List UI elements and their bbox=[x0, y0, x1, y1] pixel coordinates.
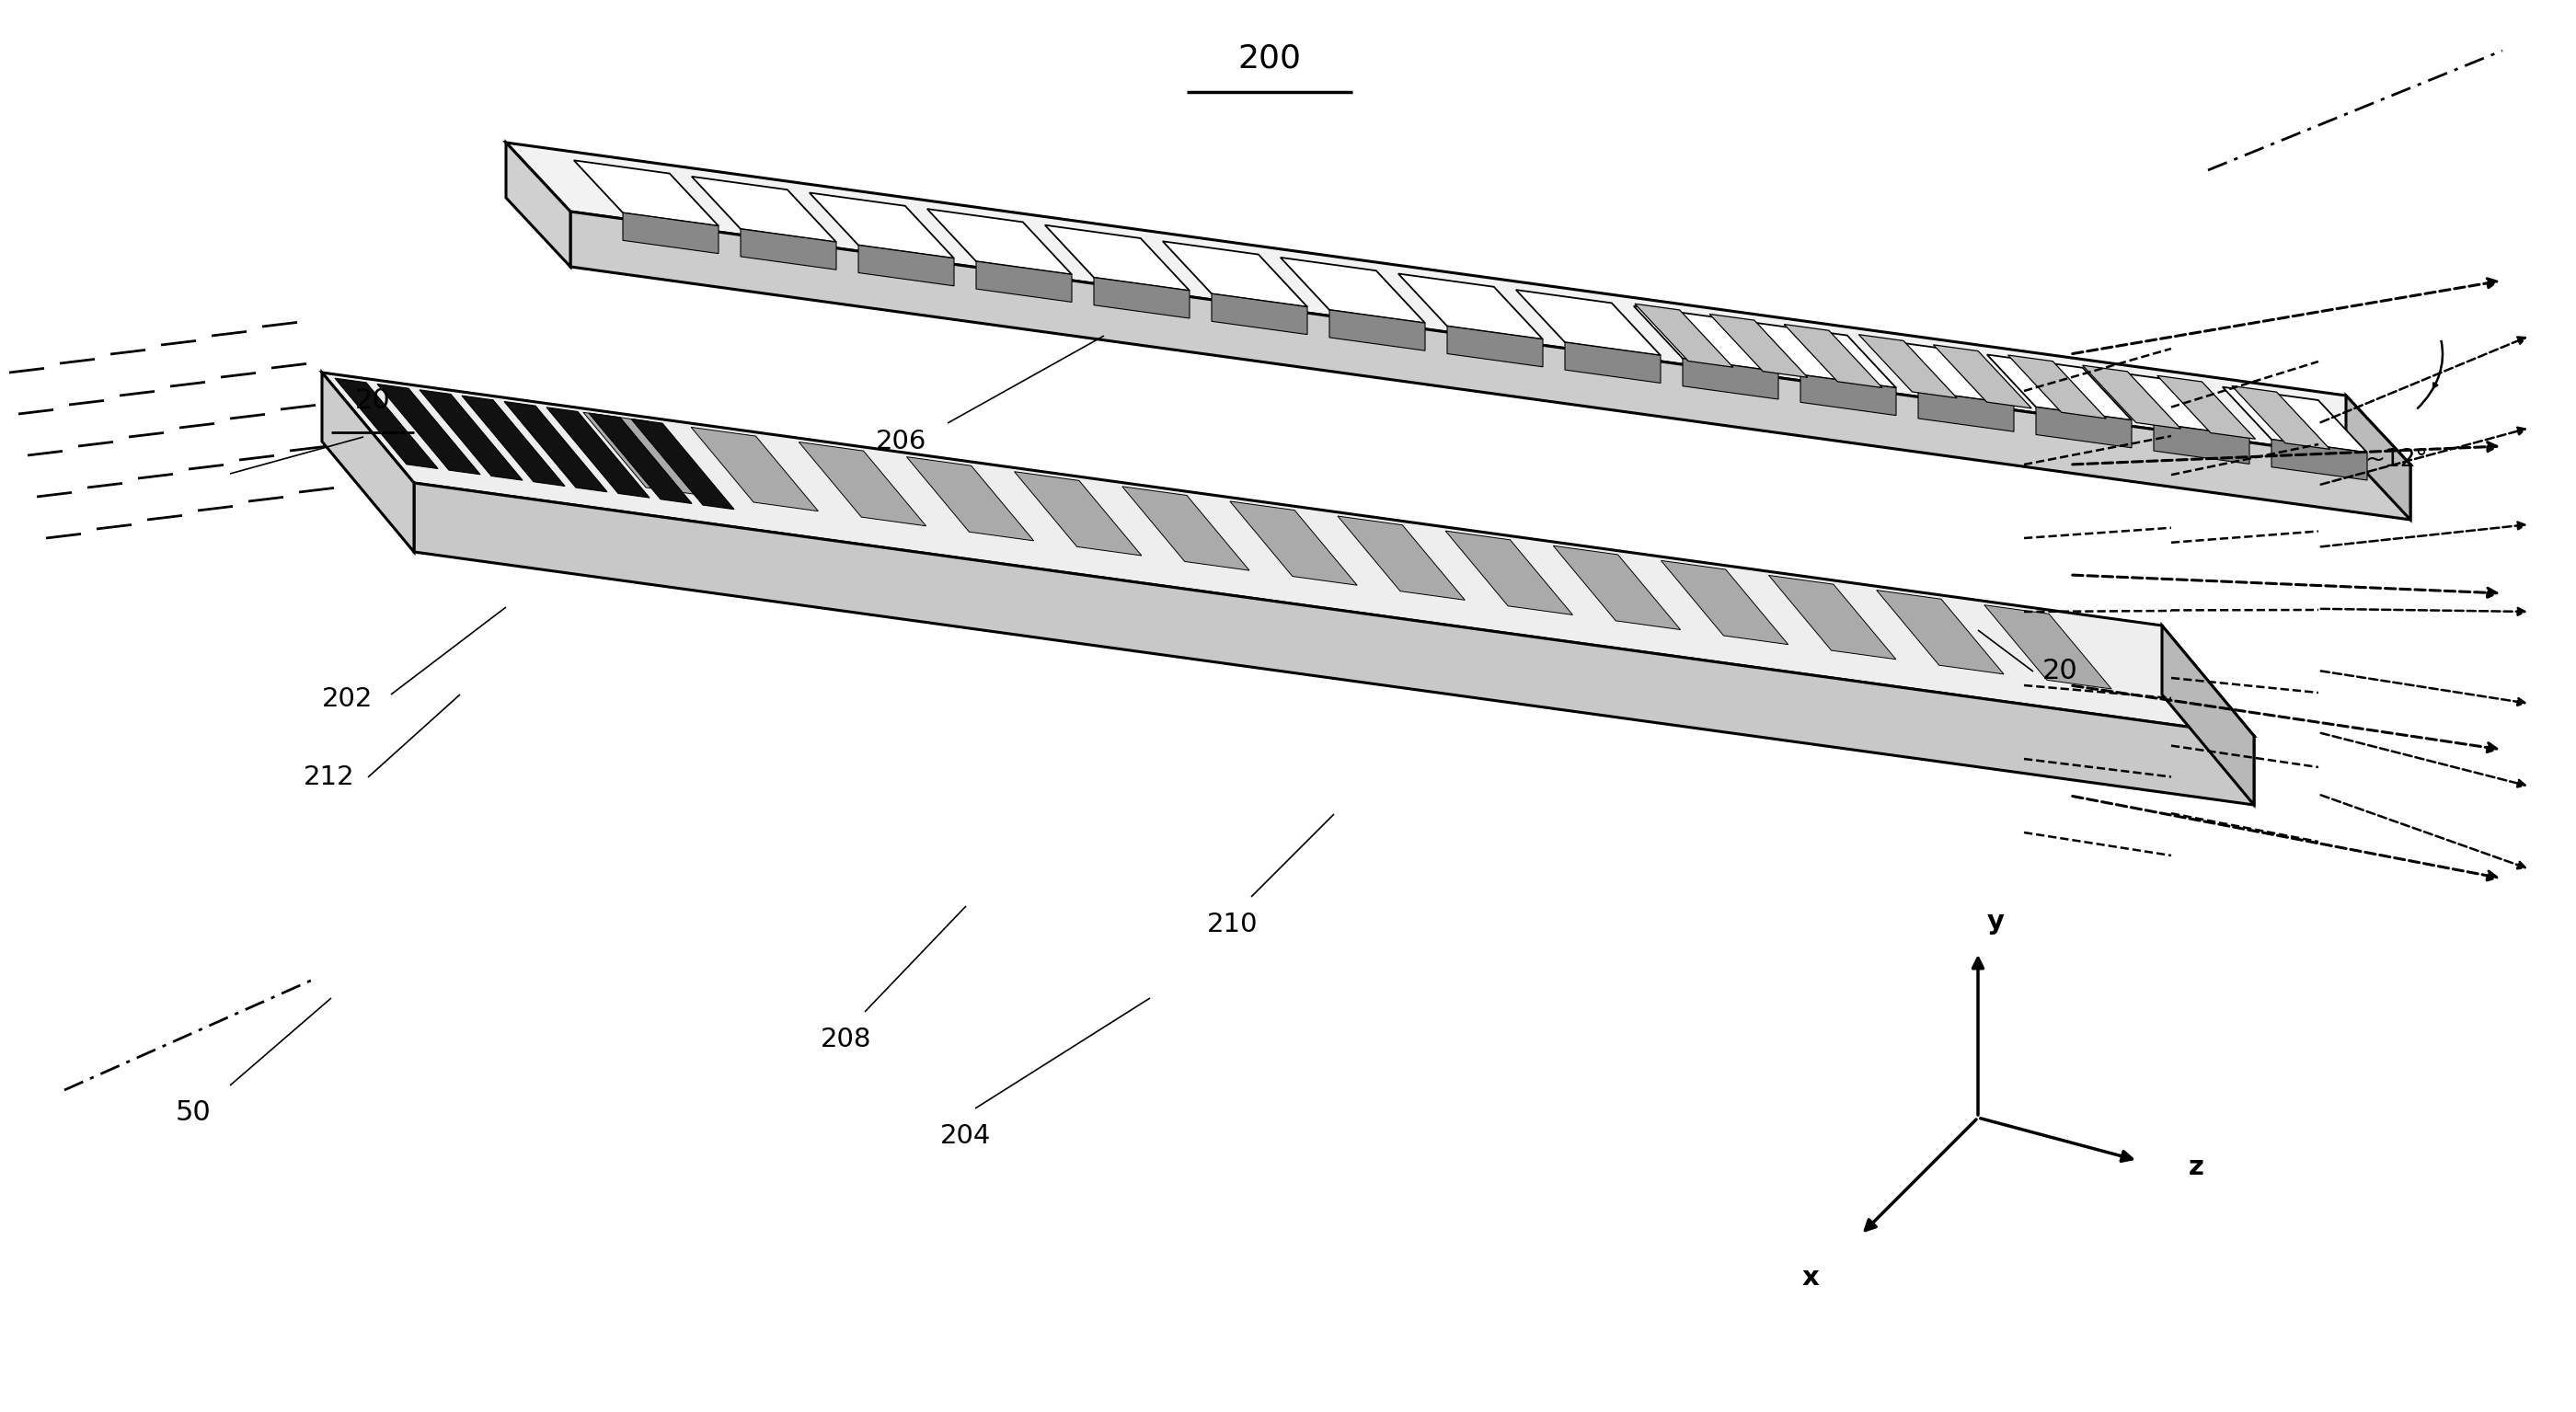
Polygon shape bbox=[505, 143, 569, 267]
Polygon shape bbox=[1280, 257, 1425, 323]
Polygon shape bbox=[2081, 366, 2182, 429]
Polygon shape bbox=[335, 378, 438, 469]
Text: 20: 20 bbox=[2043, 658, 2079, 685]
Polygon shape bbox=[2347, 395, 2411, 520]
Polygon shape bbox=[582, 412, 711, 497]
Polygon shape bbox=[1399, 274, 1543, 339]
Text: 206: 206 bbox=[876, 429, 927, 455]
Polygon shape bbox=[1095, 278, 1190, 318]
Text: 50: 50 bbox=[175, 1100, 211, 1127]
Polygon shape bbox=[2035, 407, 2133, 448]
Polygon shape bbox=[1860, 335, 1958, 398]
Polygon shape bbox=[976, 261, 1072, 302]
Polygon shape bbox=[569, 212, 2411, 520]
Polygon shape bbox=[1123, 487, 1249, 570]
Polygon shape bbox=[1636, 304, 1734, 367]
Polygon shape bbox=[690, 176, 837, 241]
Polygon shape bbox=[546, 407, 649, 497]
Polygon shape bbox=[742, 229, 837, 270]
Polygon shape bbox=[858, 246, 953, 285]
Polygon shape bbox=[2223, 387, 2367, 453]
Polygon shape bbox=[1515, 289, 1662, 356]
Polygon shape bbox=[1445, 531, 1574, 614]
Text: 202: 202 bbox=[322, 686, 374, 712]
Polygon shape bbox=[1448, 326, 1543, 367]
Polygon shape bbox=[322, 373, 2254, 736]
Text: 210: 210 bbox=[1208, 912, 1257, 938]
Text: z: z bbox=[2190, 1154, 2205, 1180]
Polygon shape bbox=[2007, 354, 2107, 418]
Polygon shape bbox=[2161, 626, 2254, 805]
Polygon shape bbox=[1875, 590, 2004, 674]
Polygon shape bbox=[1919, 391, 2014, 432]
Polygon shape bbox=[2156, 376, 2257, 439]
Polygon shape bbox=[1984, 604, 2112, 689]
Text: 200: 200 bbox=[1239, 42, 1301, 73]
Polygon shape bbox=[574, 161, 719, 226]
Polygon shape bbox=[1211, 294, 1306, 335]
Polygon shape bbox=[907, 457, 1033, 541]
Polygon shape bbox=[1046, 225, 1190, 291]
Polygon shape bbox=[322, 373, 415, 552]
Polygon shape bbox=[1770, 575, 1896, 659]
Polygon shape bbox=[1986, 354, 2133, 421]
Polygon shape bbox=[1870, 339, 2014, 404]
Polygon shape bbox=[1015, 472, 1141, 555]
Polygon shape bbox=[809, 192, 953, 258]
Polygon shape bbox=[1162, 241, 1306, 306]
Text: 204: 204 bbox=[940, 1123, 992, 1149]
Polygon shape bbox=[415, 483, 2254, 805]
Polygon shape bbox=[2154, 424, 2249, 465]
Polygon shape bbox=[2105, 371, 2249, 436]
Polygon shape bbox=[1553, 545, 1680, 630]
Polygon shape bbox=[1566, 342, 1662, 383]
Polygon shape bbox=[2272, 439, 2367, 480]
Polygon shape bbox=[1329, 309, 1425, 350]
Text: ~12°: ~12° bbox=[2365, 448, 2427, 472]
Polygon shape bbox=[1229, 501, 1358, 585]
Polygon shape bbox=[2231, 385, 2331, 449]
Polygon shape bbox=[420, 390, 523, 480]
Polygon shape bbox=[690, 428, 819, 511]
Polygon shape bbox=[1662, 561, 1788, 644]
Polygon shape bbox=[1633, 306, 1777, 371]
Polygon shape bbox=[461, 395, 564, 486]
Polygon shape bbox=[590, 414, 693, 504]
Polygon shape bbox=[1682, 359, 1777, 400]
Polygon shape bbox=[1752, 322, 1896, 388]
Polygon shape bbox=[505, 401, 608, 491]
Polygon shape bbox=[1710, 313, 1808, 377]
Text: 212: 212 bbox=[304, 764, 355, 791]
Text: 20: 20 bbox=[355, 387, 392, 414]
Text: 208: 208 bbox=[822, 1027, 871, 1052]
Polygon shape bbox=[623, 213, 719, 254]
Text: y: y bbox=[1986, 909, 2004, 935]
Polygon shape bbox=[1785, 325, 1883, 388]
Polygon shape bbox=[1801, 374, 1896, 415]
Polygon shape bbox=[376, 384, 479, 474]
Polygon shape bbox=[1337, 517, 1466, 600]
Polygon shape bbox=[799, 442, 925, 525]
Polygon shape bbox=[927, 209, 1072, 274]
Polygon shape bbox=[631, 419, 734, 510]
Polygon shape bbox=[1935, 345, 2032, 408]
Text: x: x bbox=[1801, 1265, 1819, 1291]
Polygon shape bbox=[505, 143, 2411, 465]
